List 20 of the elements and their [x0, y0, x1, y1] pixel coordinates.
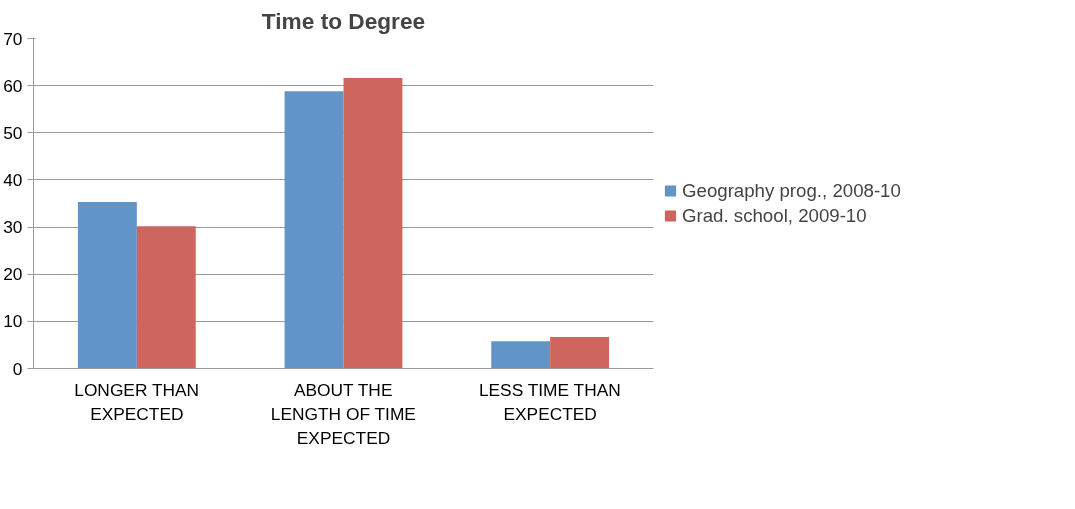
legend-label: Grad. school, 2009-10: [682, 204, 867, 227]
x-tick-label: LESS TIME THAN EXPECTED: [478, 379, 621, 424]
y-tick-label: 70: [3, 28, 23, 49]
bar: [550, 336, 610, 369]
y-tick-label: 20: [3, 264, 23, 285]
chart-title: Time to Degree: [261, 7, 426, 34]
y-tick-label: 30: [3, 217, 23, 238]
legend-label: Geography prog., 2008-10: [682, 179, 901, 202]
bar: [491, 341, 551, 369]
bar: [77, 202, 137, 369]
y-tick-label: 50: [3, 122, 23, 143]
y-tick-label: 0: [12, 358, 23, 379]
x-tick-label: LONGER THAN EXPECTED: [74, 379, 200, 424]
x-tick-label: ABOUT THE LENGTH OF TIME EXPECTED: [270, 379, 416, 448]
bar: [284, 91, 344, 369]
y-tick-label: 40: [3, 169, 23, 190]
bar: [343, 78, 403, 369]
bar: [136, 226, 196, 369]
y-tick-label: 60: [3, 75, 23, 96]
y-tick-label: 10: [3, 311, 23, 332]
